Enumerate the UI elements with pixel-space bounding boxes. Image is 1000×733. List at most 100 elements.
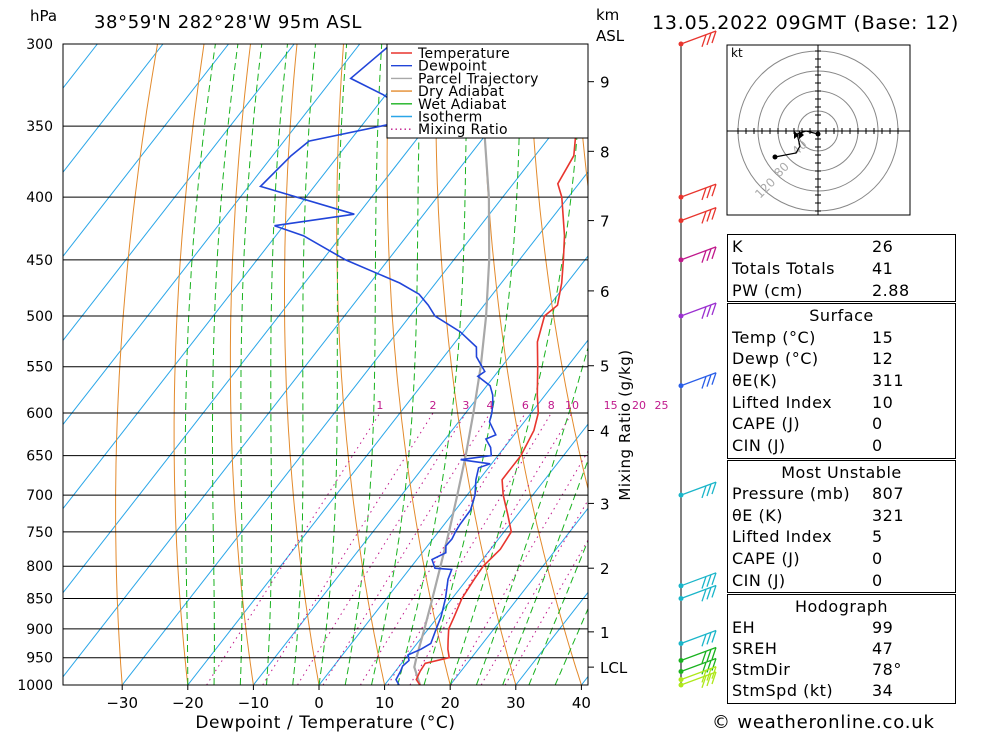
wind-barb-dot (678, 583, 684, 589)
wet-adiabat-line (318, 44, 348, 685)
wet-adiabat-line (184, 44, 216, 685)
pressure-unit-label: hPa (30, 7, 57, 25)
mixing-ratio-label: 4 (487, 399, 494, 412)
wind-barb-feather (701, 662, 707, 675)
height-unit-label: km (596, 6, 619, 24)
hodograph-row: SREH 47 (732, 639, 894, 658)
wind-barb-feather (706, 649, 712, 662)
dewpoint-line (258, 44, 497, 685)
dry-adiabat-line (336, 44, 386, 685)
x-tick-label: −10 (238, 694, 270, 712)
wet-adiabat-line (266, 44, 288, 685)
wind-barb-feather (711, 183, 717, 197)
pressure-tick-label: 350 (26, 119, 53, 135)
dry-adiabat-line (386, 44, 451, 685)
x-tick-label: 20 (441, 694, 460, 712)
most-unstable-title: Most Unstable (781, 463, 902, 482)
isotherm-line (253, 255, 588, 685)
pressure-tick-label: 600 (26, 406, 53, 422)
x-tick-label: 40 (572, 694, 591, 712)
wind-barb-feather (711, 647, 717, 660)
km-tick-label: 8 (600, 143, 610, 161)
wind-barb-shaft (680, 584, 717, 600)
wind-barb-dot (678, 595, 684, 601)
plot-area (63, 44, 588, 685)
wind-barb-feather (701, 634, 707, 647)
wind-profile (678, 30, 717, 689)
isotherm-line (449, 507, 588, 685)
pressure-tick-label: 800 (26, 559, 53, 575)
x-tick-label: 0 (314, 694, 324, 712)
indices-basic-box: K 26 Totals Totals 41 PW (cm) 2.88 (727, 234, 956, 302)
datetime-label: 13.05.2022 09GMT (Base: 12) (652, 12, 959, 34)
dry-adiabat-line (173, 44, 205, 685)
pressure-tick-label: 500 (26, 309, 53, 325)
index-row: K 26 (732, 237, 894, 256)
mixing-ratio-axis-title: Mixing Ratio (g/kg) (616, 349, 634, 500)
wind-barb-feather (706, 632, 712, 645)
wind-barb-shaft (680, 646, 717, 662)
wind-barb-dot (678, 640, 684, 646)
index-row: Totals Totals 41 (732, 259, 894, 278)
mixing-ratio-label: 3 (462, 399, 469, 412)
indices-hodograph-box: Hodograph EH 99 SREH 47 StmDir 78° StmSpd (… (727, 594, 956, 704)
wind-barb-dot (678, 677, 684, 683)
pressure-tick-label: 300 (26, 37, 53, 53)
wet-adiabat-line (449, 44, 583, 685)
wind-barb-shaft (680, 572, 717, 587)
wind-barb-shaft (680, 206, 717, 222)
wind-barb-feather (706, 574, 712, 587)
temperature-line (415, 44, 588, 685)
wind-barb-feather (706, 248, 712, 261)
wind-barb-feather (711, 302, 717, 316)
wind-barb-shaft (680, 629, 717, 645)
wind-barb-feather (701, 250, 707, 263)
km-tick-label: 7 (600, 213, 610, 231)
hodograph-point (815, 131, 821, 137)
wind-barb-dot (678, 657, 684, 663)
isotherm-line (187, 171, 588, 685)
legend-label: Parcel Trajectory (418, 71, 539, 87)
wind-barb-shaft (680, 666, 717, 681)
wind-barb-feather (701, 306, 707, 319)
pressure-tick-label: 650 (26, 449, 53, 465)
wind-barb-feather (706, 483, 712, 497)
wind-barb-feather (701, 576, 707, 589)
storm-motion-marker (794, 131, 799, 139)
plot-frame (62, 43, 589, 686)
most-unstable-row: Pressure (mb) 807 (732, 484, 905, 503)
wind-barb-feather (701, 485, 707, 499)
wind-barb-feather (711, 630, 717, 643)
pressure-tick-label: 900 (26, 622, 53, 638)
surface-title: Surface (809, 306, 874, 325)
mixing-ratio-line (322, 412, 491, 685)
mixing-ratio-line (450, 450, 588, 685)
surface-row: Lifted Index 10 (732, 393, 894, 412)
height-unit-label-asl: ASL (596, 27, 625, 45)
x-axis-title: Dewpoint / Temperature (°C) (195, 713, 455, 733)
wet-adiabat-line (397, 44, 469, 685)
wet-adiabat-line (554, 607, 588, 685)
km-tick-label: 4 (600, 422, 610, 440)
surface-row: Dewp (°C) 12 (732, 349, 894, 368)
x-tick-label: 10 (375, 694, 394, 712)
storm-motion-marker (799, 131, 804, 139)
wind-barb-dot (678, 218, 684, 224)
mixing-ratio-line (297, 412, 467, 685)
km-tick-label: 3 (600, 495, 610, 513)
legend-label: Mixing Ratio (418, 122, 508, 138)
isotherm-line (384, 423, 588, 685)
mixing-ratio-label: 8 (548, 399, 555, 412)
surface-row: Temp (°C) 15 (732, 328, 894, 347)
legend-label: Dewpoint (418, 59, 487, 75)
isotherm-line (63, 44, 295, 342)
wind-barb-shaft (680, 183, 717, 198)
isotherm-line (63, 44, 361, 426)
wind-barb-feather (711, 585, 717, 598)
pressure-tick-label: 450 (26, 253, 53, 269)
dry-adiabat-line (575, 44, 588, 191)
isotherm-line (121, 87, 588, 685)
x-tick-label: −30 (106, 694, 138, 712)
wind-barb-feather (711, 671, 717, 685)
hodograph-title: Hodograph (794, 597, 889, 616)
